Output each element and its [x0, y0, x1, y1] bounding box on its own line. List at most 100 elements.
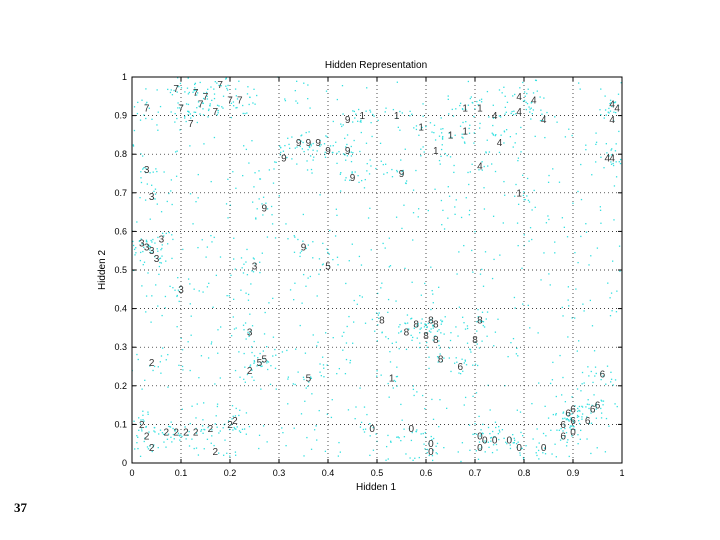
background-point — [443, 357, 445, 359]
background-point — [480, 98, 483, 100]
background-point — [449, 156, 452, 158]
background-point — [527, 88, 529, 90]
background-point — [192, 223, 194, 225]
background-point — [619, 158, 622, 161]
background-point — [284, 144, 286, 147]
background-point — [580, 429, 582, 432]
background-point — [170, 179, 173, 181]
background-point — [332, 337, 334, 339]
background-point — [420, 322, 422, 324]
background-point — [404, 148, 406, 150]
background-point — [232, 298, 235, 300]
background-point — [266, 345, 268, 348]
background-point — [152, 197, 155, 200]
background-point — [163, 235, 165, 237]
background-point — [174, 430, 176, 432]
background-point — [234, 451, 237, 453]
background-point — [271, 214, 273, 216]
background-point — [249, 96, 251, 98]
background-point — [210, 234, 212, 237]
background-point — [416, 391, 418, 393]
background-point — [268, 302, 270, 304]
background-point — [362, 428, 365, 431]
background-point — [308, 131, 310, 133]
background-point — [494, 421, 497, 423]
background-point — [359, 150, 361, 153]
background-point — [535, 452, 537, 454]
background-point — [152, 238, 154, 241]
background-point — [561, 306, 563, 309]
background-point — [251, 140, 253, 142]
background-point — [467, 104, 470, 106]
background-point — [180, 337, 182, 339]
background-point — [304, 352, 307, 354]
background-point — [329, 145, 332, 147]
background-point — [616, 405, 618, 408]
background-point — [318, 273, 320, 275]
digit-label-0: 0 — [492, 435, 498, 446]
background-point — [138, 429, 140, 431]
background-point — [150, 251, 152, 253]
background-point — [434, 335, 437, 337]
background-point — [385, 445, 388, 448]
background-point — [517, 157, 520, 159]
x-tick-label: 0.1 — [175, 468, 188, 478]
background-point — [487, 165, 489, 167]
background-point — [409, 457, 411, 459]
background-point — [170, 190, 172, 192]
background-point — [412, 212, 415, 214]
background-point — [490, 436, 493, 439]
background-point — [530, 107, 532, 109]
background-point — [335, 141, 337, 143]
background-point — [353, 321, 355, 323]
background-point — [461, 108, 464, 110]
background-point — [310, 448, 313, 450]
background-point — [412, 459, 414, 462]
background-point — [248, 103, 250, 106]
background-point — [345, 146, 347, 148]
background-point — [388, 396, 390, 398]
background-point — [167, 386, 169, 388]
background-point — [439, 353, 441, 355]
background-point — [496, 449, 498, 451]
background-point — [203, 402, 205, 404]
background-point — [368, 173, 371, 175]
background-point — [242, 272, 245, 274]
background-point — [512, 442, 514, 444]
background-point — [351, 171, 353, 173]
background-point — [380, 374, 382, 376]
background-point — [436, 356, 439, 358]
background-point — [133, 248, 136, 251]
background-point — [184, 91, 186, 93]
background-point — [157, 446, 159, 449]
background-point — [359, 426, 362, 428]
background-point — [147, 272, 149, 274]
background-point — [534, 206, 536, 209]
background-point — [161, 432, 164, 434]
background-point — [576, 416, 579, 418]
background-point — [538, 458, 540, 460]
background-point — [308, 381, 310, 383]
background-point — [400, 439, 402, 442]
background-point — [182, 369, 184, 371]
background-point — [293, 299, 295, 301]
background-point — [168, 231, 170, 234]
background-point — [468, 127, 470, 130]
background-point — [161, 232, 164, 235]
background-point — [195, 432, 198, 434]
background-point — [474, 363, 477, 365]
background-point — [354, 117, 356, 119]
background-point — [143, 440, 145, 443]
background-point — [210, 180, 212, 183]
background-point — [589, 299, 592, 302]
background-point — [486, 335, 488, 337]
digit-label-6: 6 — [600, 370, 606, 381]
background-point — [533, 189, 535, 192]
background-point — [342, 349, 344, 351]
background-point — [323, 143, 326, 145]
background-point — [236, 98, 239, 100]
background-point — [264, 311, 266, 314]
y-tick-label: 0.9 — [114, 111, 127, 121]
digit-label-7: 7 — [144, 103, 150, 114]
background-point — [563, 226, 565, 229]
